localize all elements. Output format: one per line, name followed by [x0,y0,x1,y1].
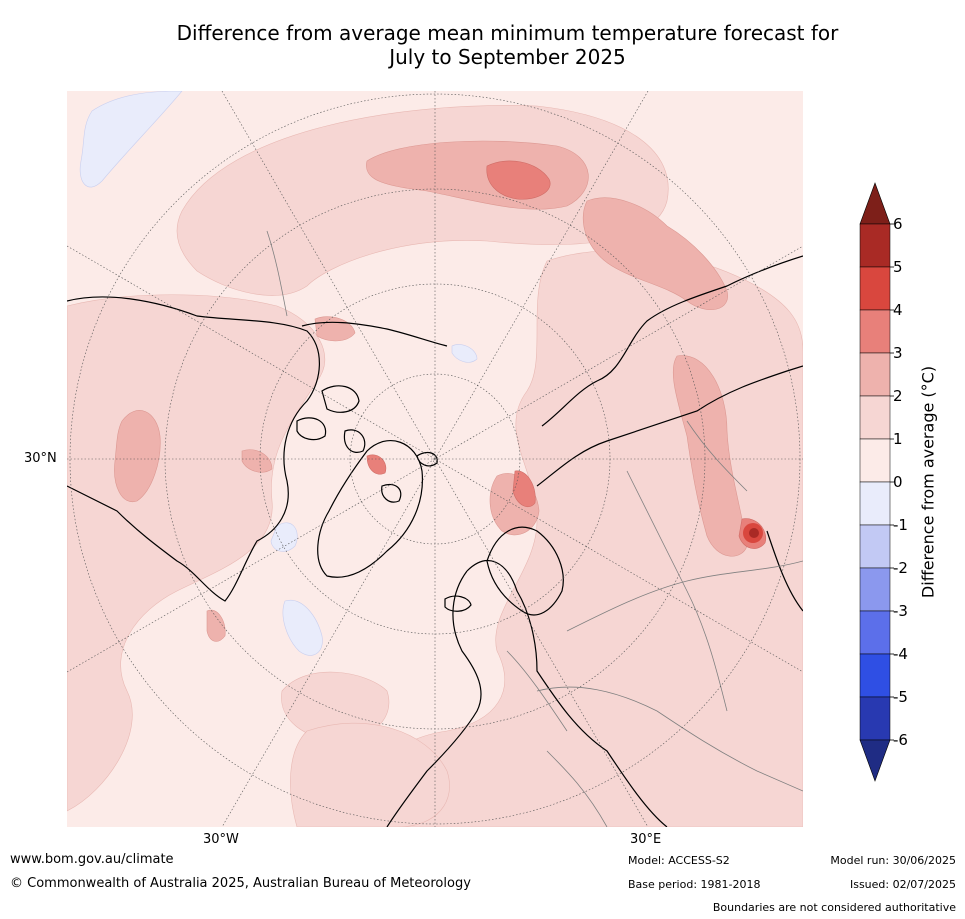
base-period-text: Base period: 1981-2018 [628,878,761,891]
graticule [67,91,803,827]
latitude-label-30n: 30°N [24,451,57,466]
colorbar-swatch [859,524,891,569]
colorbar-swatches [859,182,891,782]
colorbar-swatch [859,309,891,354]
colorbar-tick-label: 2 [893,387,903,405]
colorbar-ticks: 6 5 4 3 2 1 0 -1 -2 -3 -4 -5 -6 [890,215,908,749]
colorbar-swatch [859,610,891,655]
title-line-2: July to September 2025 [389,45,626,69]
colorbar-tick-label: -5 [893,688,908,706]
colorbar-under-triangle [859,739,891,782]
issued-text: Issued: 02/07/2025 [849,878,956,891]
land-outlines [67,255,803,827]
colorbar-swatch [859,223,891,268]
longitude-label-30e: 30°E [630,832,662,847]
anomaly-3-4-regions [366,160,767,549]
title-line-1: Difference from average mean minimum tem… [176,21,839,45]
colorbar-tick-label: -2 [893,559,908,577]
copyright-text: © Commonwealth of Australia 2025, Austra… [10,876,471,891]
colorbar-tick-label: 5 [893,258,903,276]
colorbar-tick-label: 0 [893,473,903,491]
anomaly-below-zero-regions [79,91,478,656]
longitude-label-30w: 30°W [203,832,239,847]
anomaly-4-6-regions [743,523,763,543]
website-text: www.bom.gov.au/climate [10,852,174,867]
colorbar-swatch [859,352,891,397]
disclaimer-text: Boundaries are not considered authoritat… [712,901,956,914]
colorbar-swatch [859,395,891,440]
country-borders [266,230,803,827]
colorbar-title: Difference from average (°C) [918,365,938,599]
colorbar-tick-label: -4 [893,645,908,663]
colorbar-swatch [859,438,891,483]
polar-anomaly-map [67,91,803,827]
colorbar-swatch [859,266,891,311]
model-text: Model: ACCESS-S2 [628,854,730,867]
colorbar-swatch [859,481,891,526]
colorbar-tick-label: 1 [893,430,903,448]
colorbar-tick-label: 3 [893,344,903,362]
colorbar-tick-label: 6 [893,215,903,233]
colorbar: 6 5 4 3 2 1 0 -1 -2 -3 -4 -5 -6 [859,182,908,782]
colorbar-swatch [859,653,891,698]
model-run-text: Model run: 30/06/2025 [830,854,956,867]
map-title: Difference from average mean minimum tem… [60,21,955,69]
colorbar-tick-label: -1 [893,516,908,534]
colorbar-tick-label: -6 [893,731,908,749]
colorbar-tick-label: -3 [893,602,908,620]
colorbar-over-triangle [859,182,891,225]
colorbar-swatch [859,696,891,741]
colorbar-swatch [859,567,891,612]
colorbar-tick-label: 4 [893,301,903,319]
